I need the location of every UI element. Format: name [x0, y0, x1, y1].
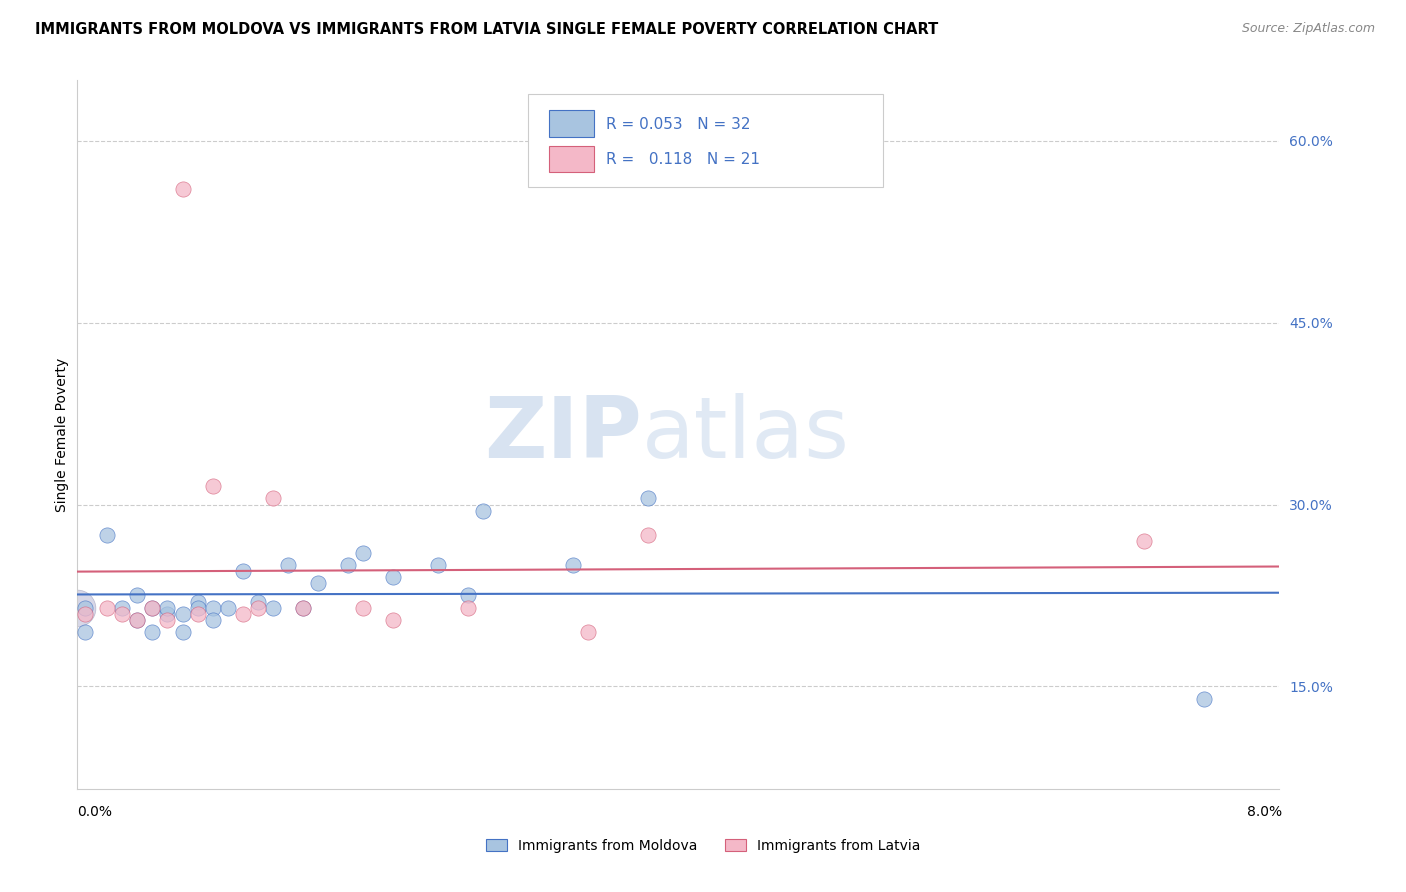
- Bar: [548, 110, 595, 137]
- Point: [73, 600, 96, 615]
- Point: [217, 600, 239, 615]
- Point: [352, 546, 374, 560]
- Point: [127, 613, 149, 627]
- Point: [336, 558, 359, 573]
- Text: 8.0%: 8.0%: [1247, 805, 1282, 819]
- Point: [232, 607, 254, 621]
- Point: [291, 600, 314, 615]
- Point: [262, 491, 284, 506]
- Point: [1194, 691, 1216, 706]
- Text: ZIP: ZIP: [485, 393, 643, 476]
- Point: [73, 624, 96, 639]
- Point: [246, 600, 269, 615]
- Point: [172, 624, 194, 639]
- Point: [201, 600, 224, 615]
- Text: IMMIGRANTS FROM MOLDOVA VS IMMIGRANTS FROM LATVIA SINGLE FEMALE POVERTY CORRELAT: IMMIGRANTS FROM MOLDOVA VS IMMIGRANTS FR…: [35, 22, 938, 37]
- Point: [307, 576, 329, 591]
- Point: [73, 607, 96, 621]
- Point: [1133, 533, 1156, 548]
- Point: [472, 503, 495, 517]
- Point: [637, 528, 659, 542]
- Point: [156, 600, 179, 615]
- Point: [187, 600, 209, 615]
- Legend: Immigrants from Moldova, Immigrants from Latvia: Immigrants from Moldova, Immigrants from…: [481, 833, 925, 858]
- Text: Source: ZipAtlas.com: Source: ZipAtlas.com: [1241, 22, 1375, 36]
- Point: [141, 624, 163, 639]
- Point: [141, 600, 163, 615]
- Point: [381, 613, 404, 627]
- Point: [246, 594, 269, 608]
- Y-axis label: Single Female Poverty: Single Female Poverty: [55, 358, 69, 512]
- Text: 0.0%: 0.0%: [77, 805, 112, 819]
- Point: [262, 600, 284, 615]
- Point: [291, 600, 314, 615]
- Point: [172, 607, 194, 621]
- Point: [562, 558, 585, 573]
- Point: [381, 570, 404, 584]
- Point: [576, 624, 599, 639]
- Point: [457, 600, 479, 615]
- Text: R = 0.053   N = 32: R = 0.053 N = 32: [606, 117, 751, 132]
- Point: [96, 528, 118, 542]
- Point: [172, 182, 194, 196]
- Point: [637, 491, 659, 506]
- Bar: [548, 145, 595, 172]
- Point: [457, 589, 479, 603]
- Point: [427, 558, 450, 573]
- Point: [156, 613, 179, 627]
- Point: [201, 479, 224, 493]
- Point: [111, 607, 134, 621]
- Point: [66, 600, 89, 615]
- Point: [127, 589, 149, 603]
- Point: [187, 594, 209, 608]
- Point: [111, 600, 134, 615]
- Text: atlas: atlas: [643, 393, 851, 476]
- Point: [187, 607, 209, 621]
- Point: [277, 558, 299, 573]
- Point: [127, 613, 149, 627]
- Point: [156, 607, 179, 621]
- Point: [141, 600, 163, 615]
- Point: [96, 600, 118, 615]
- Text: R =   0.118   N = 21: R = 0.118 N = 21: [606, 153, 761, 167]
- Point: [352, 600, 374, 615]
- Point: [201, 613, 224, 627]
- FancyBboxPatch shape: [529, 95, 883, 186]
- Point: [232, 564, 254, 578]
